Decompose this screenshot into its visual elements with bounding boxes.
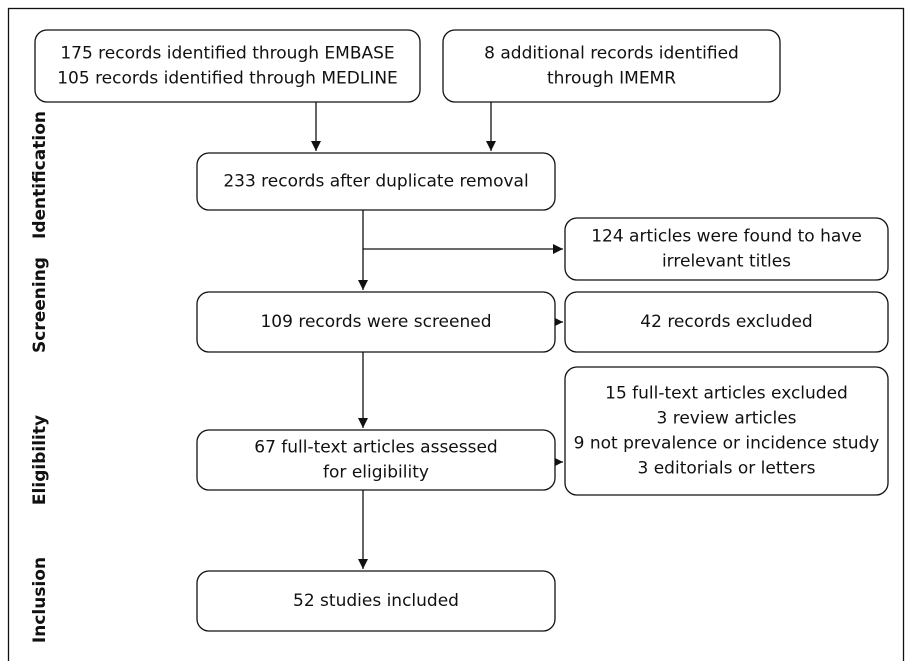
node-text: 175 records identified through EMBASE — [60, 44, 394, 64]
node-box — [442, 29, 781, 103]
node-text: 124 articles were found to have — [591, 227, 862, 247]
node-text: 3 review articles — [656, 409, 796, 429]
node-text: 15 full-text articles excluded — [605, 384, 848, 404]
node-text: through IMEMR — [547, 69, 676, 89]
node-box — [196, 291, 556, 353]
node: 67 full-text articles assessed for eligib… — [196, 429, 556, 491]
node-text: 109 records were screened — [260, 312, 491, 332]
node: 233 records after duplicate removal — [196, 152, 556, 211]
node-text: 105 records identified through MEDLINE — [57, 69, 398, 89]
stage-label: Identification — [30, 111, 50, 239]
node-box — [564, 291, 889, 353]
node: 124 articles were found to have irrelevan… — [564, 217, 889, 281]
node-box — [196, 152, 556, 211]
node-text: 233 records after duplicate removal — [223, 172, 528, 192]
frame — [7, 7, 905, 661]
node-box — [196, 429, 556, 491]
node: 42 records excluded — [564, 291, 889, 353]
stage-label: Screening — [30, 257, 50, 353]
node-text: for eligibility — [323, 463, 429, 483]
node-text: irrelevant titles — [662, 252, 791, 272]
node-text: 9 not prevalence or incidence study — [574, 434, 880, 454]
node-box — [196, 570, 556, 632]
node: 8 additional records identified through I… — [442, 29, 781, 103]
node-box — [564, 217, 889, 281]
node-box — [34, 29, 421, 103]
node-text: 3 editorials or letters — [638, 459, 816, 479]
node: 175 records identified through EMBASE 105… — [34, 29, 421, 103]
node-text: 67 full-text articles assessed — [254, 438, 497, 458]
node: 109 records were screened — [196, 291, 556, 353]
node-box — [564, 366, 889, 496]
arrows — [311, 102, 563, 569]
node-text: 52 studies included — [293, 591, 459, 611]
node: 15 full-text articles excluded 3 review a… — [564, 366, 889, 496]
stage-label: Inclusion — [30, 557, 50, 643]
stage-label: Eligibility — [30, 415, 50, 505]
node-text: 8 additional records identified — [484, 44, 739, 64]
node: 52 studies included — [196, 570, 556, 632]
node-text: 42 records excluded — [640, 312, 812, 332]
